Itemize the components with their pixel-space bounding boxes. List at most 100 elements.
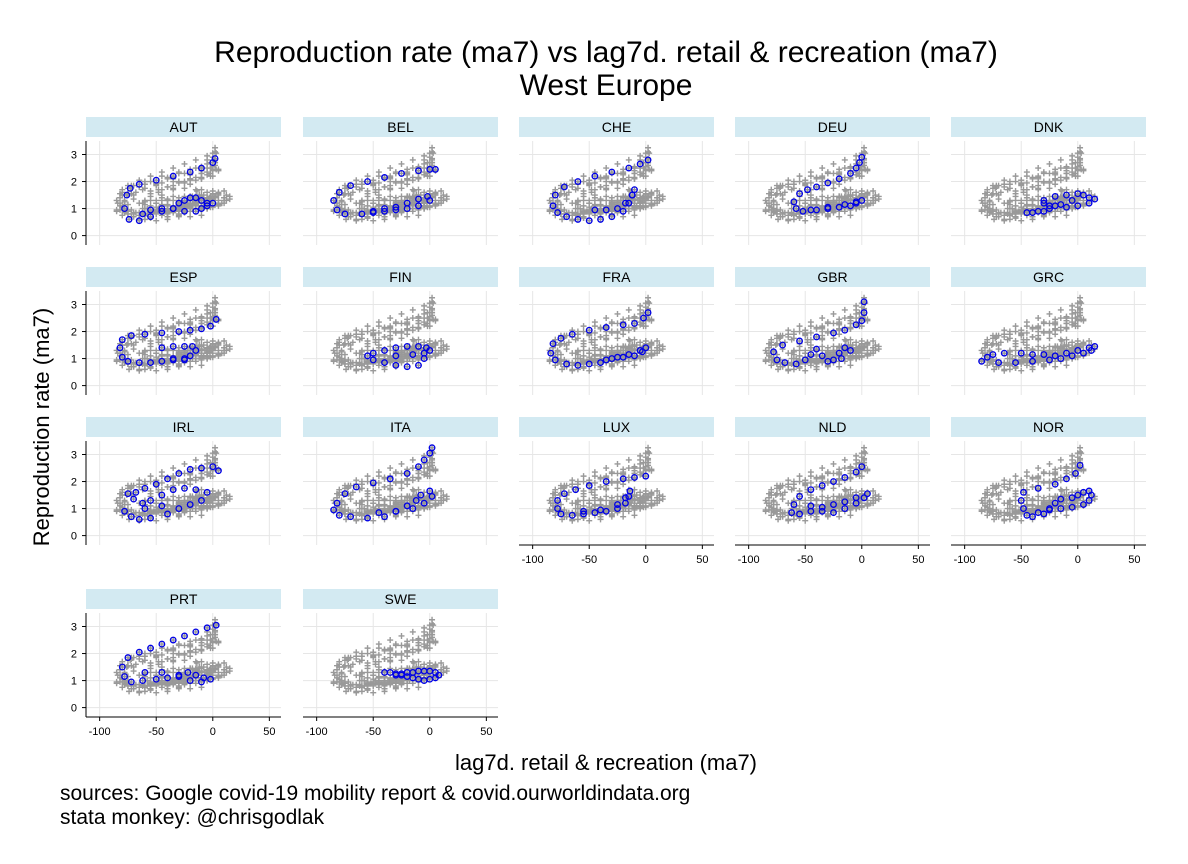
data-point [198, 325, 205, 333]
facet-strip [519, 117, 714, 137]
background-point [130, 346, 137, 353]
data-point [124, 357, 132, 365]
background-point [777, 206, 784, 213]
background-point [347, 213, 354, 220]
background-point [836, 213, 843, 220]
facet-panel-fin: FIN [303, 267, 498, 395]
background-point [212, 144, 219, 151]
background-point [175, 170, 182, 177]
background-point [218, 350, 225, 357]
data-point [597, 215, 604, 223]
background-point [836, 325, 843, 332]
facet-strip [86, 117, 281, 137]
background-point [392, 328, 399, 335]
background-point [569, 183, 576, 190]
background-point [847, 196, 854, 203]
background-point [1078, 300, 1085, 307]
background-point [1023, 186, 1030, 193]
data-point [209, 159, 217, 167]
background-point [198, 175, 205, 182]
data-point [602, 206, 610, 214]
background-point [158, 197, 165, 204]
background-point [175, 350, 182, 357]
background-point [648, 167, 655, 174]
background-point [153, 354, 160, 361]
facet-label: FIN [389, 269, 412, 285]
facet-strip [951, 117, 1146, 137]
y-tick-label: 3 [71, 150, 77, 162]
background-point [569, 212, 576, 219]
background-point [204, 169, 211, 176]
data-point [415, 167, 422, 175]
background-point [215, 189, 222, 196]
background-point [841, 165, 848, 172]
background-point [620, 170, 627, 177]
background-point [158, 336, 165, 343]
background-point [861, 144, 868, 151]
data-point [790, 198, 798, 206]
background-point [404, 181, 411, 188]
background-point [404, 331, 411, 338]
background-point [387, 165, 394, 172]
data-point [135, 217, 143, 225]
data-point [1057, 201, 1065, 208]
background-point [192, 465, 199, 472]
background-point [421, 205, 428, 212]
background-point [637, 189, 644, 196]
background-point [830, 193, 837, 200]
background-point [147, 352, 154, 359]
background-point [841, 174, 848, 181]
background-point [130, 363, 137, 370]
background-point [1046, 328, 1053, 335]
background-point [410, 188, 417, 194]
data-point [796, 190, 804, 198]
background-point [164, 352, 171, 359]
background-point [132, 339, 139, 346]
background-point [370, 182, 377, 189]
background-point [204, 339, 211, 346]
background-point [1004, 205, 1011, 212]
background-point [415, 212, 422, 219]
background-point [830, 310, 837, 317]
highlight-series [330, 165, 439, 218]
background-point [404, 325, 411, 332]
data-point [364, 178, 372, 185]
background-point [766, 200, 773, 207]
background-point [409, 165, 416, 172]
background-point [170, 209, 177, 216]
background-point [398, 185, 405, 192]
background-point [842, 188, 849, 194]
background-point [603, 347, 610, 354]
background-point [153, 517, 160, 524]
background-point [364, 328, 371, 335]
background-point [1080, 167, 1087, 174]
data-point [181, 207, 188, 215]
background-point [1057, 165, 1064, 172]
background-point [415, 313, 422, 320]
background-point [830, 320, 837, 327]
background-point [198, 313, 205, 320]
data-point [824, 179, 832, 187]
background-point [1046, 335, 1053, 342]
background-point [847, 186, 854, 193]
background-point [830, 200, 837, 207]
background-point [614, 160, 621, 167]
data-point [403, 205, 411, 213]
background-point [819, 165, 826, 172]
background-point [432, 197, 439, 204]
background-point [614, 328, 621, 335]
background-point [777, 190, 784, 197]
background-point [591, 319, 598, 326]
background-points [330, 444, 450, 524]
background-point [1052, 170, 1059, 177]
background-point [631, 175, 638, 182]
background-point [591, 192, 598, 199]
background-point [117, 200, 124, 207]
background-point [164, 497, 171, 504]
background-point [415, 196, 422, 203]
background-point [438, 188, 445, 194]
data-point [807, 206, 815, 214]
facet-label: FRA [603, 269, 632, 285]
background-point [200, 342, 207, 349]
